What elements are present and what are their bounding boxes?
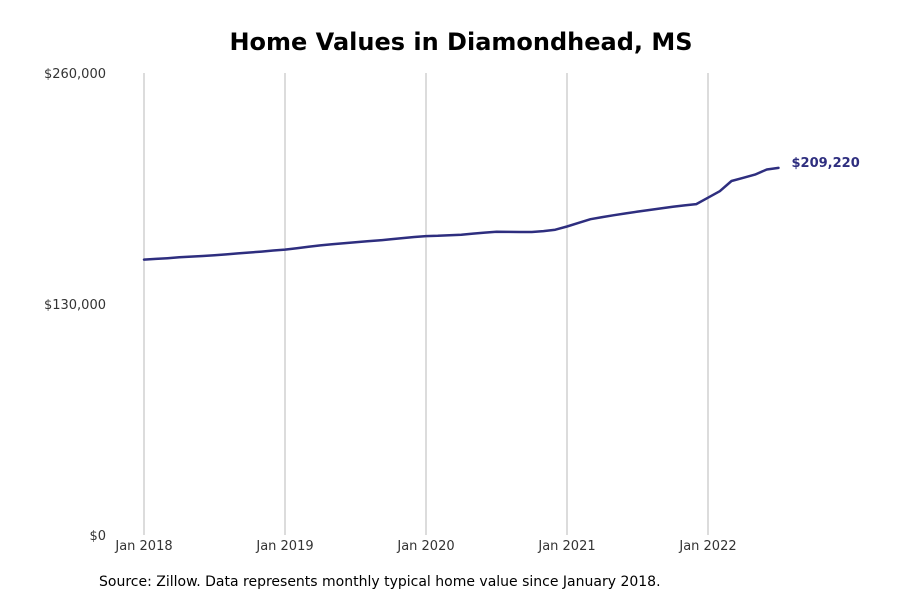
x-tick-label: Jan 2020 <box>396 539 454 554</box>
y-tick-label: $260,000 <box>44 67 106 82</box>
x-tick-label: Jan 2021 <box>537 539 595 554</box>
x-tick-label: Jan 2018 <box>114 539 172 554</box>
source-note: Source: Zillow. Data represents monthly … <box>99 574 661 590</box>
chart-title: Home Values in Diamondhead, MS <box>229 28 693 56</box>
series-line-0 <box>142 166 780 261</box>
x-axis-ticks: Jan 2018 Jan 2019 Jan 2020 Jan 2021 Jan 2022 <box>114 539 736 554</box>
x-tick-label: Jan 2019 <box>255 539 313 554</box>
y-tick-label: $0 <box>89 529 106 544</box>
y-tick-label: $130,000 <box>44 298 106 313</box>
gridlines <box>143 73 709 535</box>
y-axis-ticks: $0 $130,000 $260,000 <box>44 67 106 544</box>
end-label-layer: $209,220 <box>792 156 860 171</box>
series-layer <box>142 166 780 261</box>
end-value-label: $209,220 <box>792 156 860 171</box>
x-tick-label: Jan 2022 <box>678 539 736 554</box>
